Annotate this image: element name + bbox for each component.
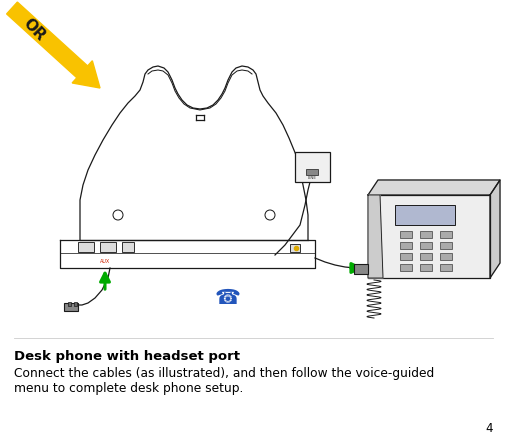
- Polygon shape: [490, 180, 500, 278]
- Bar: [440, 264, 452, 271]
- Bar: [440, 253, 452, 260]
- Bar: [78, 242, 94, 252]
- Text: Desk phone with headset port: Desk phone with headset port: [14, 350, 240, 363]
- Bar: [420, 231, 432, 238]
- Bar: [400, 242, 412, 249]
- Bar: [64, 303, 78, 311]
- Bar: [74, 302, 77, 306]
- Bar: [290, 244, 300, 252]
- Bar: [420, 264, 432, 271]
- Bar: [306, 169, 318, 175]
- Polygon shape: [368, 180, 500, 195]
- Bar: [400, 253, 412, 260]
- Bar: [100, 242, 116, 252]
- Bar: [354, 264, 368, 274]
- Bar: [420, 242, 432, 249]
- Bar: [400, 264, 412, 271]
- Bar: [420, 253, 432, 260]
- Text: menu to complete desk phone setup.: menu to complete desk phone setup.: [14, 382, 243, 395]
- Bar: [440, 231, 452, 238]
- Bar: [122, 242, 134, 252]
- Bar: [400, 231, 412, 238]
- Text: 4: 4: [486, 422, 493, 433]
- Text: OR: OR: [20, 16, 48, 44]
- Text: Connect the cables (as illustrated), and then follow the voice-guided: Connect the cables (as illustrated), and…: [14, 367, 434, 380]
- Polygon shape: [7, 2, 100, 88]
- Bar: [395, 205, 455, 225]
- Bar: [68, 302, 71, 306]
- Text: AUX: AUX: [100, 259, 110, 264]
- Bar: [440, 242, 452, 249]
- Polygon shape: [368, 195, 383, 278]
- Bar: [295, 152, 330, 182]
- Polygon shape: [368, 195, 490, 278]
- Text: ☎: ☎: [215, 288, 241, 308]
- Text: LINE: LINE: [308, 176, 316, 180]
